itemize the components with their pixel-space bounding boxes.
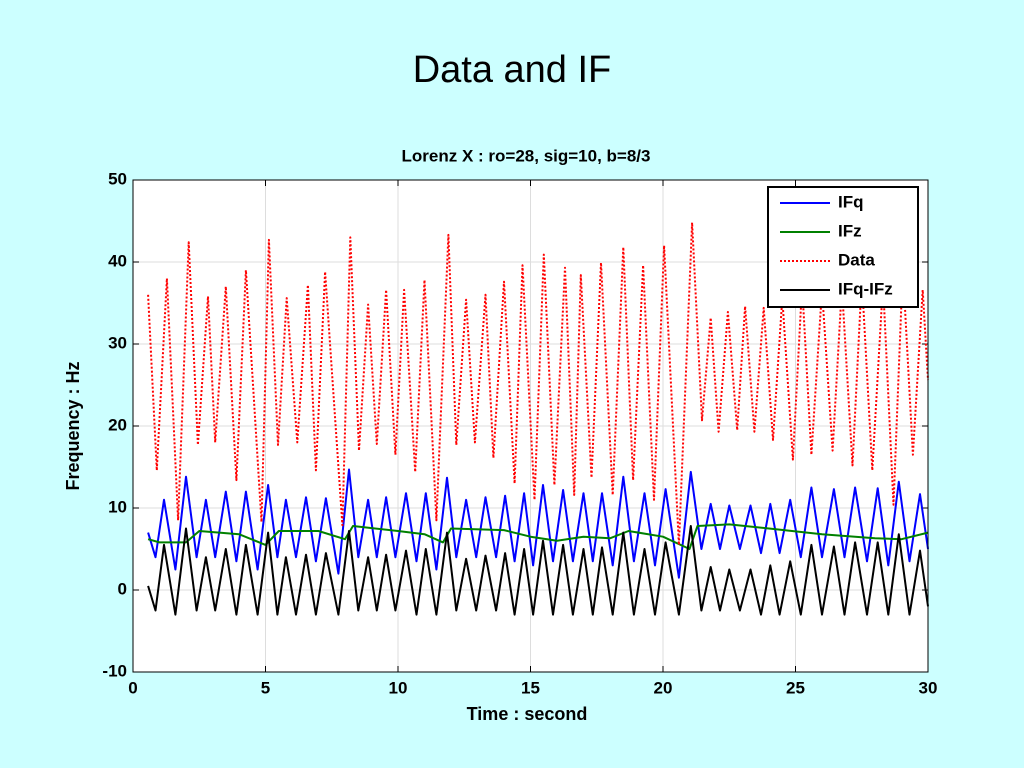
y-tick-label: 40	[108, 251, 127, 270]
y-tick-label: 0	[118, 579, 127, 598]
x-tick-label: 10	[389, 678, 408, 697]
legend-label: Data	[838, 250, 875, 269]
slide-title: Data and IF	[413, 49, 612, 91]
series-line	[147, 468, 929, 579]
legend-label: IFq	[838, 192, 864, 211]
series-line	[147, 523, 929, 550]
y-tick-label: 20	[108, 415, 127, 434]
legend-label: IFz	[838, 221, 862, 240]
y-tick-label: 50	[108, 169, 127, 188]
y-tick-label: 10	[108, 497, 127, 516]
y-tick-label: -10	[102, 661, 127, 680]
x-tick-label: 0	[128, 678, 137, 697]
legend-label: IFq-IFz	[838, 279, 893, 298]
legend-box	[767, 186, 919, 308]
y-axis-label: Frequency : Hz	[63, 361, 83, 490]
x-tick-label: 15	[521, 678, 540, 697]
series-line	[147, 525, 929, 616]
x-tick-label: 5	[261, 678, 270, 697]
x-tick-label: 25	[786, 678, 805, 697]
chart-title: Lorenz X : ro=28, sig=10, b=8/3	[402, 146, 651, 165]
y-tick-label: 30	[108, 333, 127, 352]
plot-frame	[132, 179, 929, 673]
x-axis-label: Time : second	[467, 704, 588, 724]
x-tick-label: 20	[654, 678, 673, 697]
x-tick-label: 30	[919, 678, 938, 697]
